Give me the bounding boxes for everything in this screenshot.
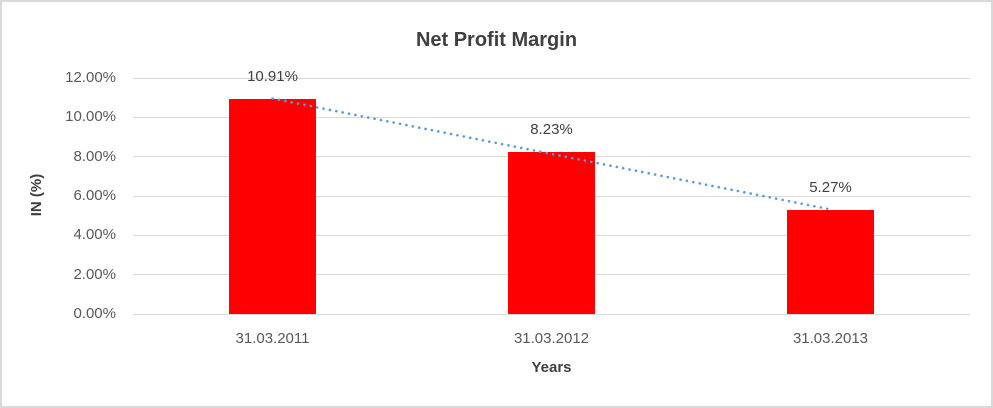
gridline <box>133 313 970 315</box>
x-axis-title: Years <box>531 359 572 376</box>
y-axis-tick-label: 0.00% <box>73 305 116 322</box>
y-axis-tick-label: 4.00% <box>73 226 116 244</box>
bar-data-label: 10.91% <box>247 68 298 86</box>
y-axis-tick-label: 10.00% <box>65 108 116 126</box>
x-axis-category-label: 31.03.2013 <box>792 330 869 347</box>
y-axis-tick-label: 6.00% <box>73 187 116 204</box>
gridline <box>133 77 970 79</box>
y-axis-tick-label: 2.00% <box>73 265 116 283</box>
chart-bar <box>508 152 595 314</box>
y-axis-tick-label: 12.00% <box>65 69 116 86</box>
bar-data-label: 8.23% <box>530 121 573 139</box>
chart-title: Net Profit Margin <box>415 29 578 51</box>
x-axis-category-label: 31.03.2011 <box>235 330 310 347</box>
bar-data-label: 5.27% <box>809 179 852 197</box>
chart-bar <box>229 99 316 314</box>
x-axis-category-label: 31.03.2012 <box>513 330 590 347</box>
chart-bar <box>787 210 874 314</box>
y-axis-tick-label: 8.00% <box>73 147 116 165</box>
